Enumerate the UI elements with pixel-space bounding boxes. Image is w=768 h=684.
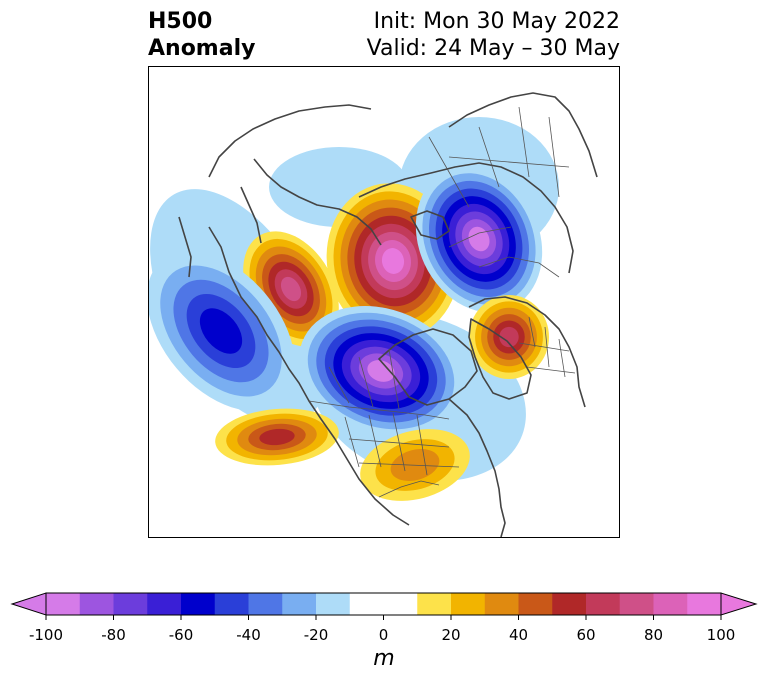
anomaly-contour-north-atlantic-trough bbox=[199, 308, 243, 354]
colorbar-bin bbox=[282, 593, 317, 615]
colorbar-bin bbox=[248, 593, 283, 615]
coastline-japan bbox=[178, 216, 192, 278]
border-asia-countries bbox=[428, 106, 570, 208]
colorbar-bin bbox=[586, 593, 621, 615]
colorbar-bin bbox=[484, 593, 519, 615]
colorbar-bin bbox=[687, 593, 722, 615]
colorbar-bin bbox=[181, 593, 216, 615]
colorbar-tick-label: 40 bbox=[508, 626, 529, 644]
colorbar-bin bbox=[518, 593, 553, 615]
colorbar-tick-label: 80 bbox=[643, 626, 664, 644]
colorbar-bin bbox=[451, 593, 486, 615]
anomaly-contour-eastern-canada-trough bbox=[367, 360, 395, 382]
coastline-north-america-east bbox=[448, 398, 506, 537]
anomaly-contour-north-atlantic-ridge bbox=[381, 248, 405, 274]
colorbar-bin bbox=[147, 593, 182, 615]
border-provinces bbox=[328, 348, 400, 410]
colorbar-tick-label: -80 bbox=[101, 626, 126, 644]
coastline-arctic-islands bbox=[410, 210, 450, 240]
colorbar-tick-label: 20 bbox=[441, 626, 461, 644]
colorbar-tick-label: -60 bbox=[168, 626, 194, 644]
coastline-alaska bbox=[253, 158, 382, 246]
coastline-eurasia bbox=[448, 92, 598, 178]
coastline-east-asia bbox=[208, 104, 372, 178]
anomaly-map bbox=[149, 92, 598, 537]
coastline-kamchatka bbox=[240, 186, 262, 244]
colorbar-bin bbox=[619, 593, 654, 615]
border-us-canada bbox=[308, 400, 450, 420]
anomaly-contour-european-ridge bbox=[499, 326, 519, 348]
colorbar-extend-low bbox=[10, 592, 47, 616]
colorbar-tick-label: 100 bbox=[706, 626, 736, 644]
border-states-1 bbox=[344, 412, 460, 476]
anomaly-contour-western-us-ridge bbox=[259, 428, 295, 446]
colorbar-bin bbox=[316, 593, 351, 615]
border-europe-countries bbox=[518, 316, 576, 378]
border-us-mexico bbox=[378, 480, 440, 498]
title-field: Anomaly bbox=[148, 36, 256, 61]
colorbar-bin bbox=[552, 593, 587, 615]
coastline-siberia bbox=[358, 162, 574, 274]
anomaly-contour-north-pacific-ridge bbox=[280, 276, 302, 302]
colorbar-tick-label: -40 bbox=[236, 626, 261, 644]
colorbar-bin bbox=[383, 593, 418, 615]
colorbar-tick-label: -20 bbox=[303, 626, 329, 644]
colorbar-units-label: m bbox=[373, 646, 395, 671]
colorbar-extend-high bbox=[720, 592, 758, 616]
colorbar-bin bbox=[113, 593, 148, 615]
coastline-greenland bbox=[468, 318, 532, 400]
title-init-date: Init: Mon 30 May 2022 bbox=[373, 9, 620, 34]
colorbar bbox=[10, 592, 758, 620]
coastline-north-america-west bbox=[208, 226, 410, 526]
map-panel bbox=[148, 66, 620, 538]
colorbar-bin bbox=[79, 593, 114, 615]
colorbar-tick-label: -100 bbox=[28, 626, 64, 644]
colorbar-bin bbox=[214, 593, 249, 615]
colorbar-tick-label: 60 bbox=[576, 626, 596, 644]
title-variable: H500 bbox=[148, 9, 213, 34]
colorbar-tick-label: 0 bbox=[378, 626, 389, 644]
map-title-right: Init: Mon 30 May 2022 Valid: 24 May – 30… bbox=[367, 8, 620, 62]
map-title-left: H500 Anomaly bbox=[148, 8, 255, 62]
colorbar-bin bbox=[417, 593, 452, 615]
title-valid-range: Valid: 24 May – 30 May bbox=[366, 36, 620, 61]
colorbar-bin bbox=[349, 593, 384, 615]
anomaly-contour-siberian-trough bbox=[468, 226, 490, 252]
colorbar-bin bbox=[46, 593, 81, 615]
coastline-hudson-bay bbox=[378, 328, 478, 406]
border-russia bbox=[448, 226, 560, 278]
colorbar-bin bbox=[653, 593, 688, 615]
coastline-europe bbox=[468, 296, 586, 408]
